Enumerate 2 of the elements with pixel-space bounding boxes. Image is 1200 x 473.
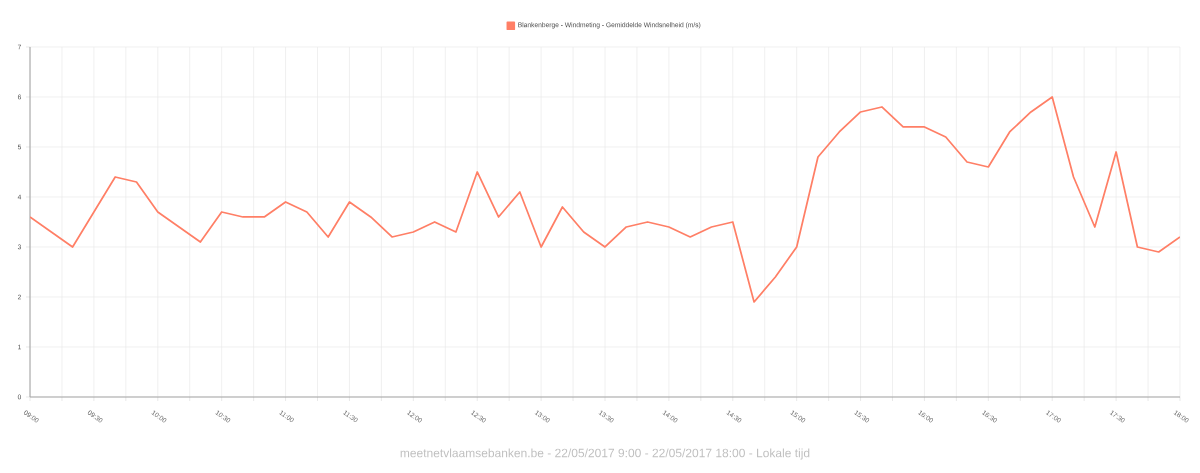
line-series bbox=[30, 96, 1180, 303]
x-axis-title: meetnetvlaamsebanken.be - 22/05/2017 9:00 - 22/05/2017 18:00 - Lokale tijd bbox=[400, 448, 810, 460]
